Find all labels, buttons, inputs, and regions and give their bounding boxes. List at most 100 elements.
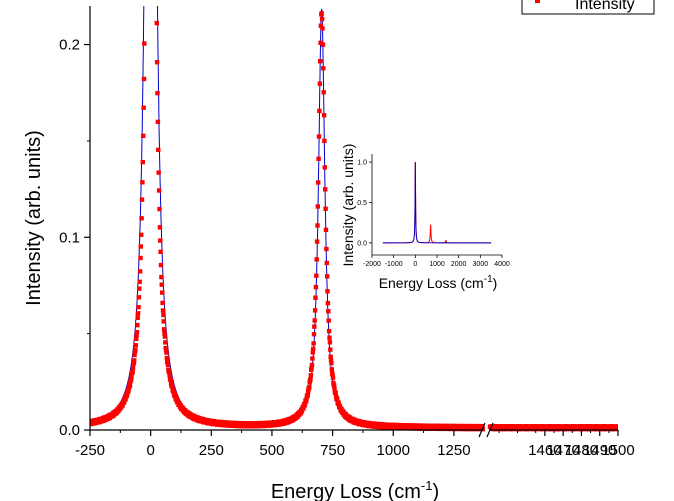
data-point — [163, 348, 169, 353]
data-point — [327, 340, 333, 345]
data-point — [311, 346, 316, 352]
inset-x-tick-label: 4000 — [494, 261, 510, 268]
data-point — [138, 244, 143, 249]
data-point — [304, 399, 309, 404]
data-point — [124, 393, 130, 399]
data-point — [318, 23, 324, 28]
x-tick-label: 1000 — [377, 442, 410, 459]
data-point — [315, 204, 320, 209]
data-point — [133, 347, 138, 353]
data-point — [127, 383, 133, 388]
x-tick-label: 1460 — [528, 442, 561, 459]
data-point — [174, 396, 179, 401]
x-tick-label: 750 — [320, 442, 345, 459]
data-point — [323, 206, 328, 211]
data-point — [311, 341, 316, 346]
data-point — [158, 249, 163, 254]
data-point — [163, 340, 168, 345]
data-point — [139, 197, 145, 202]
main-axes — [84, 6, 619, 438]
data-point — [141, 133, 146, 138]
data-point — [333, 390, 338, 396]
data-point — [120, 403, 125, 408]
data-point — [321, 66, 326, 71]
data-point — [322, 138, 327, 144]
data-point — [312, 318, 317, 323]
inset-x-axis-title: Energy Loss (cm-1) — [379, 274, 498, 291]
data-point — [161, 312, 166, 318]
data-point — [329, 367, 334, 372]
data-point — [135, 322, 140, 328]
data-point — [313, 284, 319, 290]
data-point — [134, 333, 139, 338]
data-point — [160, 290, 165, 295]
data-point — [325, 274, 330, 279]
x-tick-label: 1500 — [601, 442, 634, 459]
main-tick-labels: 0.00.10.2-250 0 250 500 750 1000 1250 146014701… — [59, 37, 635, 459]
data-point — [131, 360, 137, 366]
data-point — [154, 60, 160, 65]
data-point — [137, 286, 142, 291]
x-tick-label: -250 — [75, 442, 105, 459]
data-point — [159, 282, 164, 287]
data-point — [615, 424, 618, 429]
inset-y-tick-label: 0.5 — [357, 200, 367, 207]
data-point — [307, 380, 312, 385]
data-point — [315, 223, 320, 228]
data-point — [305, 389, 311, 394]
data-point — [126, 389, 131, 394]
data-point — [310, 350, 315, 355]
data-point — [164, 350, 169, 355]
data-point — [140, 180, 145, 185]
x-tick-label: 1480 — [565, 442, 598, 459]
fit-line-segment-1 — [90, 6, 483, 430]
data-point — [332, 386, 337, 391]
data-point — [313, 295, 318, 300]
data-point — [304, 396, 309, 401]
data-point — [321, 113, 327, 118]
data-point — [310, 356, 315, 361]
main-plot-area — [90, 6, 618, 432]
data-point — [167, 373, 172, 378]
data-point — [326, 309, 331, 314]
data-point — [137, 269, 143, 274]
data-point — [302, 402, 308, 407]
data-point — [309, 367, 314, 372]
data-point — [316, 180, 321, 185]
data-point — [154, 20, 159, 26]
data-point — [158, 262, 164, 268]
data-point — [138, 255, 143, 261]
data-point — [122, 400, 127, 405]
data-point — [161, 319, 166, 324]
data-point — [140, 159, 145, 165]
data-point — [157, 225, 163, 230]
data-point — [312, 308, 318, 313]
inset-y-tick-label: 1.0 — [357, 160, 367, 167]
data-point — [329, 360, 334, 366]
inset-x-tick-label: -1000 — [385, 261, 403, 268]
data-point — [320, 26, 325, 31]
data-point — [323, 227, 329, 232]
data-point — [314, 273, 319, 278]
data-point — [308, 373, 314, 378]
data-point — [326, 318, 331, 323]
data-point — [135, 311, 141, 316]
axis-break-mark — [478, 422, 486, 438]
data-point — [132, 358, 137, 363]
data-point — [172, 392, 178, 397]
y-tick-label: 0.2 — [59, 37, 80, 54]
data-point — [132, 352, 137, 358]
inset-intensity-line — [382, 162, 492, 244]
data-point — [137, 279, 142, 284]
data-point — [165, 363, 171, 368]
data-point — [156, 170, 161, 175]
data-point — [337, 403, 343, 409]
data-point — [156, 188, 162, 193]
data-point — [142, 41, 147, 46]
data-point — [135, 315, 140, 320]
data-point — [158, 238, 163, 243]
x-tick-label: 250 — [199, 442, 224, 459]
data-point — [134, 336, 139, 342]
data-point — [136, 295, 142, 300]
